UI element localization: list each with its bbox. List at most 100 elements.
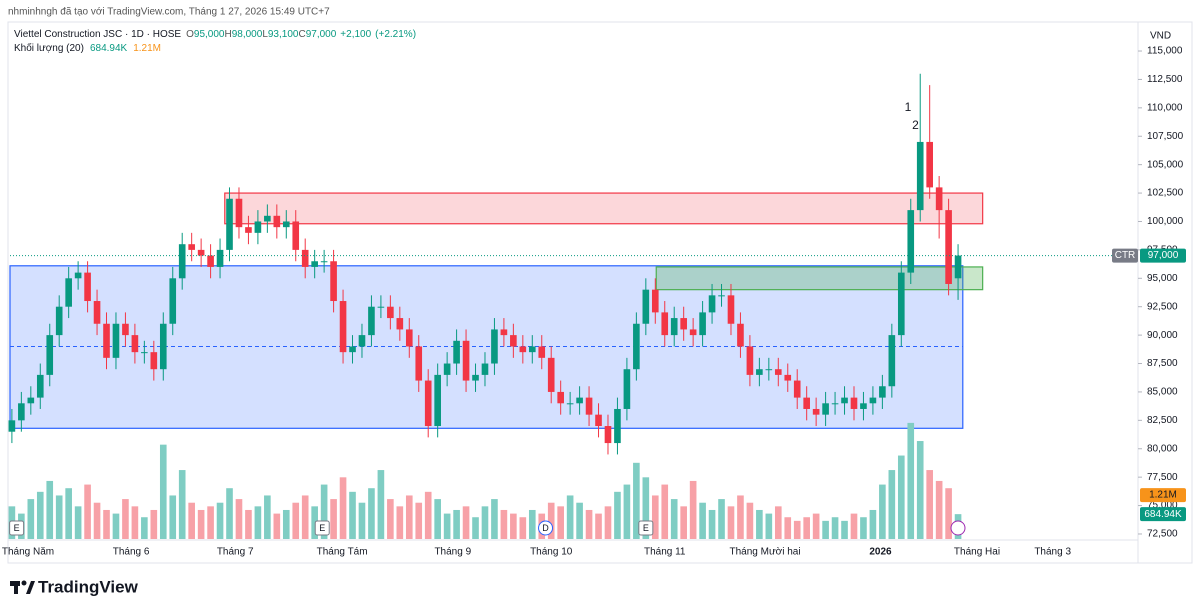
volume-bar xyxy=(197,509,205,539)
legend-line: Viettel Construction JSC · 1D · HOSE O95,… xyxy=(14,29,416,40)
x-tick-label: Tháng 6 xyxy=(113,547,150,558)
candle-body xyxy=(358,335,366,347)
candle-body xyxy=(841,397,848,404)
volume-bar xyxy=(443,513,451,539)
x-tick-label: Tháng 3 xyxy=(1034,547,1071,558)
candle-body xyxy=(822,403,829,415)
candle-body xyxy=(349,346,356,353)
logo-mark xyxy=(14,581,18,594)
candle-body xyxy=(424,380,432,427)
volume-bar xyxy=(812,513,820,539)
y-tick-label: 90,000 xyxy=(1147,330,1178,341)
y-tick-label: 75,000 xyxy=(1147,500,1178,511)
volume-bar xyxy=(500,509,508,539)
event-marker xyxy=(538,520,554,536)
candle-body xyxy=(595,414,602,427)
candle-body xyxy=(368,306,375,336)
candle-body xyxy=(301,249,309,267)
candle-body xyxy=(850,397,858,409)
x-tick-label: Tháng 7 xyxy=(217,547,254,558)
volume-value: 684.94K xyxy=(90,43,128,54)
volume-bar xyxy=(131,506,139,539)
candle-body xyxy=(680,318,687,330)
volume-bar xyxy=(860,517,867,539)
legend: Viettel Construction JSC · 1D · HOSE O95,… xyxy=(14,29,416,54)
volume-bar xyxy=(651,495,659,539)
candle-body xyxy=(765,369,773,371)
volume-bar xyxy=(103,509,110,539)
volume-bar xyxy=(462,506,470,539)
candle-body xyxy=(481,363,489,375)
candle-body xyxy=(103,323,110,358)
volume-bar xyxy=(841,520,848,539)
volume-bar xyxy=(226,488,233,539)
candle-body xyxy=(453,340,460,364)
candle-body xyxy=(434,374,441,427)
currency: VND xyxy=(1150,31,1171,42)
candle-body xyxy=(339,301,347,353)
volume-bar xyxy=(169,495,177,539)
candle-body xyxy=(614,408,621,444)
volume-bar xyxy=(74,506,82,539)
candle-body xyxy=(538,346,546,358)
volume-bar xyxy=(888,470,896,539)
candle-body xyxy=(93,301,101,324)
candle-body xyxy=(311,261,318,267)
volume-bar xyxy=(207,506,214,539)
volume-bar xyxy=(822,520,829,539)
candle-body xyxy=(604,426,612,444)
zone xyxy=(655,266,984,291)
ohlc-value: 95,000 xyxy=(194,29,225,40)
candle-body xyxy=(254,221,262,233)
annotation: 2 xyxy=(912,118,919,132)
volume-bar xyxy=(27,499,35,539)
y-tick-label: 102,500 xyxy=(1147,188,1184,199)
event-marker xyxy=(638,520,654,536)
candle-body xyxy=(55,306,63,336)
volume-bar xyxy=(415,502,423,539)
x-tick-label: Tháng 10 xyxy=(530,547,573,558)
volume-bar xyxy=(178,470,186,539)
y-tick-label: 115,000 xyxy=(1147,46,1183,57)
candle-body xyxy=(907,210,915,273)
symbol-badge xyxy=(1112,248,1138,263)
logo: TradingView xyxy=(10,577,139,596)
candle-body xyxy=(926,141,933,188)
volume-bar xyxy=(680,506,687,539)
x-tick-label: Tháng Năm xyxy=(2,547,54,558)
ma-label: 1.21M xyxy=(1149,490,1177,501)
candle-body xyxy=(330,261,337,302)
x-tick-label: Tháng Mười hai xyxy=(730,547,801,558)
event-label: D xyxy=(542,523,549,533)
volume-bar xyxy=(84,484,91,539)
candle-body xyxy=(879,386,886,398)
ma-badge xyxy=(1140,488,1186,503)
candle-body xyxy=(633,323,640,370)
candle-body xyxy=(264,215,271,222)
y-tick-label: 95,000 xyxy=(1147,273,1178,284)
y-tick-label: 112,500 xyxy=(1147,74,1183,85)
ohlc-value: 98,000 xyxy=(232,29,263,40)
volume-bar xyxy=(159,444,167,539)
volume-bar xyxy=(510,513,517,539)
candle-body xyxy=(670,318,678,336)
volume-bar xyxy=(481,506,489,539)
volume-bar xyxy=(784,517,792,539)
volume-bar xyxy=(623,484,631,539)
volume-bar xyxy=(264,495,271,539)
candle-body xyxy=(472,374,479,381)
volume-bar xyxy=(689,480,697,539)
y-tick-label: 85,000 xyxy=(1147,387,1178,398)
candle-body xyxy=(547,357,555,392)
symbol-name: Viettel Construction JSC · 1D · HOSE xyxy=(14,29,181,40)
volume-bar xyxy=(491,499,498,539)
candle-body xyxy=(557,391,564,404)
event-marker xyxy=(314,520,330,536)
candle-body xyxy=(235,198,243,228)
candle-body xyxy=(500,329,508,336)
volume-bar xyxy=(55,495,63,539)
candle-body xyxy=(860,403,867,409)
y-tick-label: 110,000 xyxy=(1147,102,1183,113)
candle-body xyxy=(661,312,669,336)
candle-body xyxy=(510,335,517,347)
